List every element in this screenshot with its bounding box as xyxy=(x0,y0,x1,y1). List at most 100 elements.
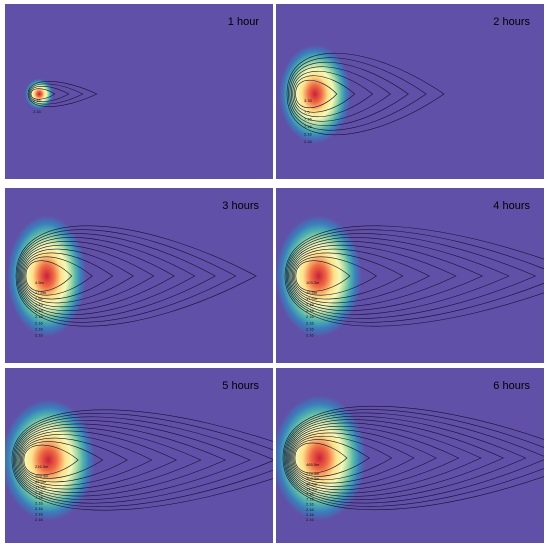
contour-line xyxy=(16,423,227,497)
contour-label: 465.5m xyxy=(306,462,320,467)
contour-line xyxy=(290,244,457,308)
contour-line xyxy=(19,434,153,486)
contour-line xyxy=(29,86,70,102)
contour-line xyxy=(21,244,155,308)
contour-label: 7.15 xyxy=(306,492,315,497)
concentration-field xyxy=(276,395,367,521)
contour-line xyxy=(295,260,351,292)
contour-plot: 2.16 2.16 xyxy=(5,4,273,179)
contour-line xyxy=(287,419,504,497)
contour-label: 45.5m xyxy=(35,479,47,484)
contour-label: 17.5m xyxy=(35,290,47,295)
contour-line xyxy=(20,241,175,311)
contour-line xyxy=(284,412,544,504)
contour-label: 2.16 xyxy=(306,507,315,512)
contour-line xyxy=(285,415,527,501)
contour-label: 7.15 xyxy=(306,302,315,307)
contour-line xyxy=(291,432,415,484)
contour-line xyxy=(30,88,56,100)
concentration-field xyxy=(276,215,362,337)
contour-line xyxy=(290,429,437,487)
contour-label: 2.16 xyxy=(35,501,44,506)
panel-title: 6 hours xyxy=(493,380,530,392)
contour-label: 17.5m xyxy=(35,484,47,489)
contour-label: 7.5 xyxy=(304,109,310,114)
contour-label: 2.16 xyxy=(35,506,44,511)
contour-label: 2.16 xyxy=(33,109,42,114)
contour-label: 274.3m xyxy=(306,471,320,476)
contour-label: 17.5m xyxy=(306,296,318,301)
contour-line xyxy=(21,437,128,483)
panel-4-hours: 103.3m 45.5m 17.5m 7.15 2.16 2.16 2.16 2.16 2.16… xyxy=(276,188,544,363)
contour-line xyxy=(23,252,114,300)
contour-line xyxy=(282,405,544,511)
concentration-field xyxy=(5,399,96,521)
contour-label: 2.16 xyxy=(35,326,44,331)
contour-line xyxy=(17,427,202,493)
contour-label: 103.3m xyxy=(306,476,320,481)
contour-line xyxy=(289,425,460,491)
panel-title: 4 hours xyxy=(493,200,530,212)
contour-line xyxy=(283,409,544,507)
contour-label: 2.16 xyxy=(306,517,315,522)
contour-line xyxy=(22,441,104,479)
contour-line xyxy=(18,430,178,490)
contour-line xyxy=(28,83,84,105)
contour-label: 4.5m xyxy=(35,280,45,285)
contour-line xyxy=(284,225,544,327)
panel-title: 1 hour xyxy=(227,16,259,28)
contour-line xyxy=(23,444,79,476)
contour-line xyxy=(12,413,273,507)
contour-plot: 216.3m103.3m45.5m17.5m7.157.152.162.162.… xyxy=(5,368,273,543)
contour-line xyxy=(291,248,431,304)
contour-label: 45.5m xyxy=(306,290,318,295)
contour-line xyxy=(293,252,404,300)
contour-label: 103.3m xyxy=(35,473,49,478)
contour-label: 7.5s xyxy=(35,296,43,301)
panel-3-hours: 4.5m 17.5m 7.5s 7.15 2.16 2.16 2.16 2.16 2.16 3 … xyxy=(5,188,273,363)
contour-label: 2.16 xyxy=(304,131,313,136)
contour-label: 2.16 xyxy=(35,308,44,313)
contour-label: 2.16 xyxy=(35,332,44,337)
contour-line xyxy=(22,248,134,304)
contour-label: 2.16 xyxy=(33,98,42,103)
contour-label: 7.15 xyxy=(35,490,44,495)
contour-label: 2.16 xyxy=(304,139,313,144)
panel-title: 2 hours xyxy=(493,16,530,28)
contour-line xyxy=(15,420,251,500)
panel-5-hours: 216.3m 103.3m 45.5m 17.5m 7.15 7.15 2.16 2.16 2.… xyxy=(5,368,273,543)
contour-plot: 3.33 7.5 7.15 7.16 2.16 2.16 xyxy=(276,4,544,179)
contour-line xyxy=(288,422,482,494)
panel-2-hours: 3.33 7.5 7.15 7.16 2.16 2.16 2 hours xyxy=(276,4,544,179)
contour-label: 7.15 xyxy=(35,302,44,307)
contour-line xyxy=(289,241,484,311)
panel-6-hours: 465.5m 274.3m 103.3m 45.5m 17.5m 7.15 7.15 2.16… xyxy=(276,368,544,543)
contour-line xyxy=(290,66,391,122)
contour-line xyxy=(289,61,409,127)
contour-line xyxy=(285,229,544,323)
panel-title: 3 hours xyxy=(222,200,259,212)
contour-label: 2.16 xyxy=(35,314,44,319)
contour-label: 7.15 xyxy=(304,117,313,122)
panel-1-hour: 2.16 2.16 1 hour xyxy=(5,4,273,179)
contour-line xyxy=(14,416,273,504)
contour-label: 7.15 xyxy=(306,497,315,502)
contour-line xyxy=(11,409,273,511)
contour-plot: 465.5m274.3m103.3m45.5m17.5m7.157.152.16… xyxy=(276,368,544,543)
contour-line xyxy=(18,237,196,315)
contour-label: 2.16 xyxy=(306,308,315,313)
contour-label: 7.15 xyxy=(35,495,44,500)
contour-label: 216.3m xyxy=(35,464,49,469)
contour-label: 17.5m xyxy=(306,486,318,491)
contour-line xyxy=(24,256,93,296)
contour-line xyxy=(292,70,374,118)
contour-line xyxy=(288,57,427,131)
contour-label: 7.16 xyxy=(304,124,313,129)
contour-line xyxy=(15,225,257,327)
contour-line xyxy=(287,233,537,319)
contour-label: 2.16 xyxy=(35,320,44,325)
contour-label: 2.16 xyxy=(306,314,315,319)
